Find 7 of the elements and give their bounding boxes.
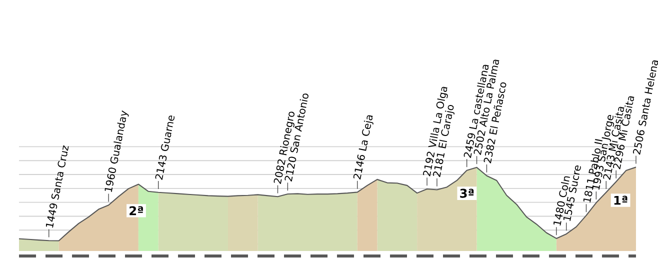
data-label: 2146 La Ceja xyxy=(353,115,374,180)
data-label: 2506 Santa Helena xyxy=(633,60,658,155)
annotation: 3ª xyxy=(460,188,474,198)
data-label: 1449 Santa Cruz xyxy=(46,145,69,228)
annotation: 1ª xyxy=(614,196,628,205)
data-label: 2143 Guarne xyxy=(155,116,174,180)
annotation: 2ª xyxy=(130,206,143,216)
